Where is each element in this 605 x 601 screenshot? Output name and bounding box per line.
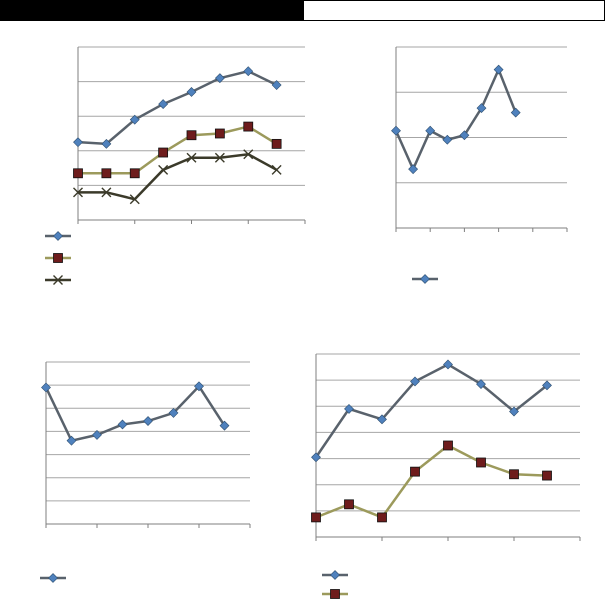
marker — [408, 164, 419, 175]
series-line — [394, 66, 517, 173]
marker — [476, 103, 487, 114]
marker — [410, 466, 420, 477]
marker — [509, 469, 519, 480]
marker — [311, 452, 321, 463]
legend-marker — [330, 589, 340, 599]
marker — [129, 168, 140, 179]
marker — [425, 125, 436, 136]
legend-marker — [53, 231, 63, 241]
legend-marker — [48, 573, 58, 583]
marker — [73, 187, 83, 198]
marker — [214, 73, 225, 84]
header-box — [303, 0, 605, 21]
marker — [186, 130, 197, 141]
marker — [214, 152, 225, 163]
marker — [243, 121, 254, 132]
series-line — [314, 363, 548, 458]
marker — [143, 416, 153, 426]
marker — [459, 130, 470, 141]
marker — [186, 152, 197, 163]
marker — [186, 87, 197, 97]
marker — [542, 470, 552, 481]
marker — [73, 137, 83, 148]
marker — [391, 125, 401, 136]
marker — [377, 414, 387, 425]
marker — [443, 440, 453, 451]
marker — [476, 379, 486, 389]
marker — [219, 420, 230, 431]
marker — [442, 134, 453, 145]
series-line — [315, 444, 548, 519]
marker — [117, 419, 128, 430]
legend-marker — [330, 570, 340, 580]
marker — [41, 382, 51, 393]
marker — [377, 512, 387, 523]
marker — [344, 499, 354, 510]
marker — [158, 147, 169, 158]
legend-marker — [53, 253, 63, 263]
marker — [493, 64, 504, 75]
marker — [194, 381, 204, 392]
series-line — [78, 152, 278, 201]
marker — [158, 164, 169, 175]
marker — [101, 168, 112, 179]
marker — [129, 114, 140, 125]
marker — [92, 429, 102, 440]
marker — [73, 168, 83, 179]
marker — [443, 359, 453, 370]
marker — [271, 164, 282, 175]
marker — [66, 435, 77, 446]
marker — [542, 380, 552, 391]
marker — [344, 403, 354, 414]
marker — [243, 66, 254, 77]
header-bar — [0, 0, 303, 21]
marker — [410, 376, 420, 387]
marker — [101, 187, 112, 198]
marker — [158, 99, 169, 110]
marker — [243, 149, 254, 160]
marker — [271, 80, 282, 90]
marker — [271, 138, 282, 149]
marker — [476, 457, 486, 468]
marker — [101, 138, 112, 149]
marker — [311, 512, 321, 523]
series-line — [78, 125, 278, 175]
marker — [129, 194, 140, 205]
marker — [510, 107, 521, 118]
marker — [168, 407, 179, 418]
series-line — [44, 384, 226, 443]
legend-marker — [53, 275, 63, 285]
legend-marker — [420, 274, 430, 284]
marker — [509, 406, 519, 417]
series-line — [77, 69, 278, 146]
marker — [214, 128, 225, 139]
